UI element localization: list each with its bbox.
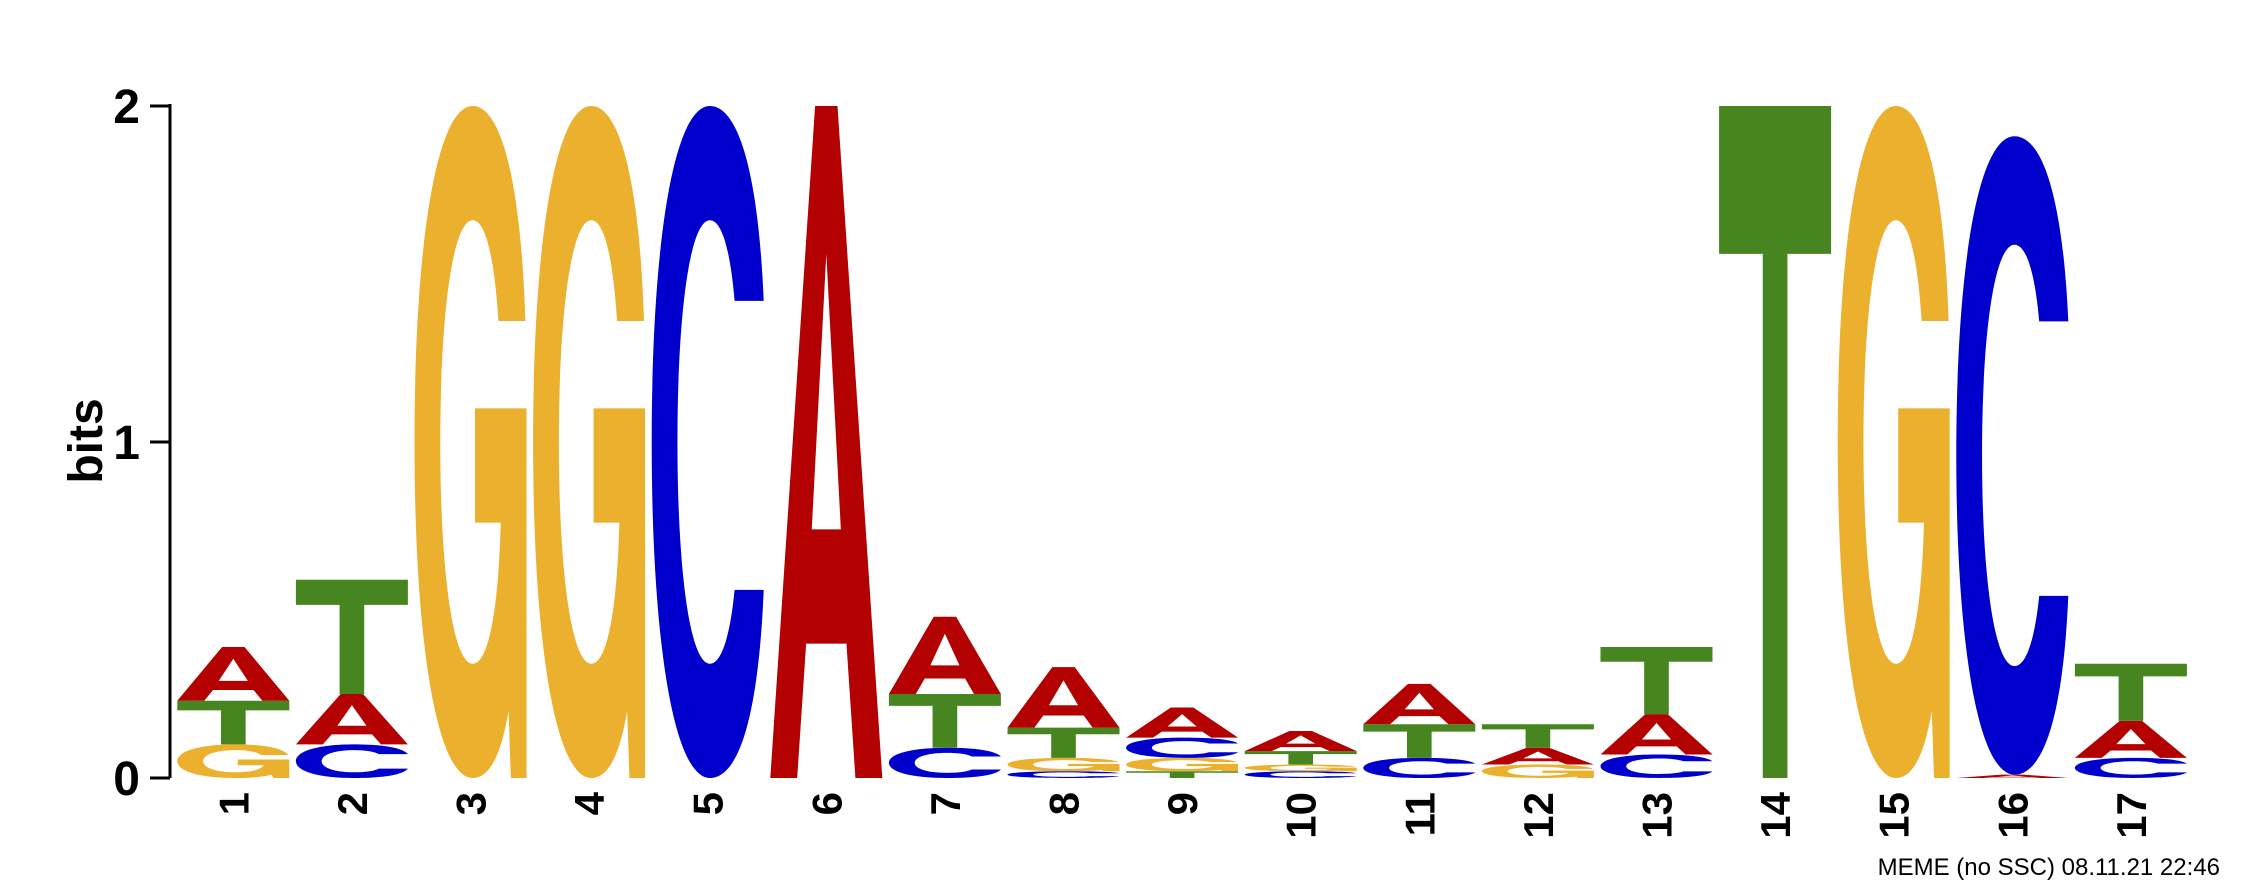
letter-G xyxy=(1007,757,1120,772)
letter-A xyxy=(1481,747,1594,765)
x-tick-label: 7 xyxy=(922,792,969,815)
letter-C xyxy=(1956,136,2069,775)
x-tick-label: 11 xyxy=(1396,792,1443,836)
logo-column xyxy=(414,106,527,778)
x-tick-label: 15 xyxy=(1871,792,1918,839)
letter-G xyxy=(177,744,290,778)
x-tick-label: 14 xyxy=(1752,791,1799,838)
letter-A xyxy=(1126,707,1239,738)
x-tick-label: 2 xyxy=(329,792,376,815)
logo-column xyxy=(770,106,883,778)
letter-C xyxy=(1600,754,1713,778)
letter-G xyxy=(414,106,527,778)
y-ticks: 0 1 2 xyxy=(113,81,170,806)
x-tick-label: 1 xyxy=(210,792,257,815)
logo-column xyxy=(651,106,764,778)
letter-A xyxy=(1007,667,1120,728)
x-tick-label: 6 xyxy=(803,792,850,815)
letter-A xyxy=(2074,720,2187,758)
logo-column xyxy=(1956,136,2069,778)
y-axis-label: bits xyxy=(60,398,113,483)
logo-column xyxy=(1363,683,1476,778)
letter-A xyxy=(1363,683,1476,725)
x-tick-label: 3 xyxy=(448,792,495,815)
letter-T xyxy=(1007,727,1120,758)
logo-column xyxy=(1007,667,1120,778)
x-tick-label: 9 xyxy=(1159,792,1206,815)
letter-T xyxy=(1719,106,1832,778)
logo-column xyxy=(1719,106,1832,778)
letter-A xyxy=(1600,714,1713,755)
letter-C xyxy=(1007,771,1120,778)
letter-G xyxy=(533,106,646,778)
letter-T xyxy=(1363,724,1476,758)
letter-stacks xyxy=(177,106,2187,778)
logo-column xyxy=(295,579,408,778)
logo-column xyxy=(2074,663,2187,778)
logo-column xyxy=(1481,724,1594,778)
x-axis-labels: 1 2 3 4 5 6 7 8 9 10 11 12 13 14 15 16 17 xyxy=(210,791,2155,838)
x-tick-label: 10 xyxy=(1278,792,1325,839)
letter-T xyxy=(888,694,1001,748)
letter-C xyxy=(1363,757,1476,778)
letter-T xyxy=(295,579,408,694)
letter-T xyxy=(1126,771,1239,778)
letter-G xyxy=(1244,764,1357,772)
y-tick-label: 1 xyxy=(113,417,140,470)
letter-C xyxy=(651,106,764,778)
x-tick-label: 8 xyxy=(1041,792,1088,815)
letter-T xyxy=(1244,751,1357,765)
letter-G xyxy=(1481,764,1594,778)
y-axis: 0 1 2 bits xyxy=(60,81,172,806)
logo-column xyxy=(1244,730,1357,778)
letter-C xyxy=(2074,757,2187,778)
footer-text: MEME (no SSC) 08.11.21 22:46 xyxy=(1878,854,2220,881)
x-tick-label: 16 xyxy=(1989,792,2036,839)
letter-T xyxy=(2074,663,2187,721)
letter-A xyxy=(177,646,290,701)
logo-column xyxy=(1837,106,1950,778)
letter-G xyxy=(1837,106,1950,778)
logo-column xyxy=(1126,707,1239,778)
x-tick-label: 13 xyxy=(1634,792,1681,839)
logo-column xyxy=(533,106,646,778)
x-tick-label: 5 xyxy=(685,792,732,815)
x-tick-label: 17 xyxy=(2108,792,2155,839)
letter-C xyxy=(888,747,1001,778)
x-tick-label: 4 xyxy=(566,791,613,815)
x-tick-label: 12 xyxy=(1515,792,1562,839)
letter-A xyxy=(770,106,883,778)
letter-T xyxy=(1481,724,1594,748)
logo-column xyxy=(177,646,290,778)
letter-C xyxy=(295,744,408,778)
letter-A xyxy=(888,616,1001,694)
logo-column xyxy=(1600,646,1713,778)
letter-A xyxy=(1244,730,1357,752)
logo-column xyxy=(888,616,1001,778)
y-tick-label: 2 xyxy=(113,81,140,134)
y-tick-label: 0 xyxy=(113,753,140,806)
letter-C xyxy=(1126,737,1239,758)
letter-T xyxy=(1600,646,1713,715)
letter-T xyxy=(177,700,290,745)
letter-A xyxy=(1956,774,2069,778)
letter-C xyxy=(1244,771,1357,778)
letter-G xyxy=(1126,757,1239,772)
letter-A xyxy=(295,694,408,745)
